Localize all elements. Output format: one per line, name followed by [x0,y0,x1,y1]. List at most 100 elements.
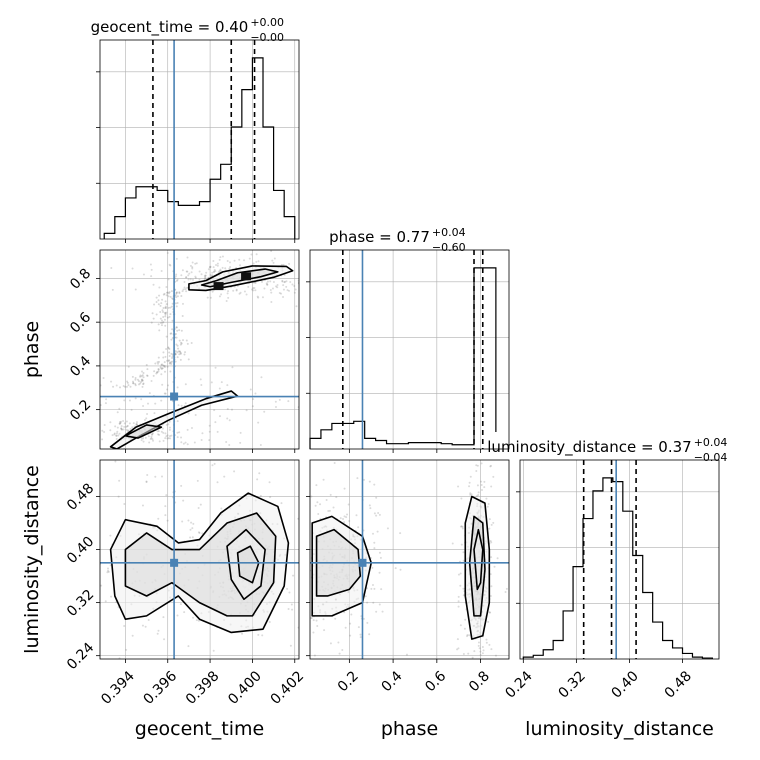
sample-point [470,493,473,496]
sample-point [376,530,379,533]
sample-point [490,523,493,526]
panel-frame [309,459,510,660]
x-tick-label: 0.394 [98,668,138,708]
sample-point [165,347,168,350]
contour [124,424,163,439]
sample-point [174,302,177,305]
sample-point [322,478,325,481]
sample-point [206,296,209,299]
sample-point [187,278,190,281]
sample-point [205,271,208,274]
sample-point [162,616,165,619]
sample-point [132,422,135,425]
sample-point [245,293,248,296]
sample-point [161,383,164,386]
sample-point [129,427,132,430]
sample-point [182,442,185,445]
y-tick-label: 0.4 [67,353,94,380]
sample-point [175,291,178,294]
sample-point [118,479,121,482]
sample-point [226,407,229,410]
sample-point [293,285,296,288]
sample-point [167,437,170,440]
sample-point [466,635,469,638]
sample-point [126,429,129,432]
sample-point [271,287,274,290]
sample-point [344,626,347,629]
sample-point [184,457,186,459]
sample-point [189,528,192,531]
sample-point [274,400,277,403]
sample-point [167,359,170,362]
sample-point [355,514,358,517]
sample-point [316,501,319,504]
x-tick-label: 0.6 [422,668,449,695]
sample-point [104,402,107,405]
sample-point [190,271,193,274]
sample-point [162,316,165,319]
sample-point [120,425,123,428]
sample-point [122,384,125,387]
sample-point [184,383,187,386]
sample-point [208,424,211,427]
sample-point [480,489,483,492]
sample-point [378,603,381,606]
histogram-panel-phase: phase = 0.77 +0.04 −0.60 [306,226,510,453]
sample-point [169,370,172,373]
sample-point [179,343,182,346]
sample-point [170,434,173,437]
sample-point [212,260,215,263]
y-tick-label: 0.48 [64,481,97,514]
sample-point [178,292,181,295]
sample-point [379,556,382,559]
sample-point [176,386,179,389]
sample-point [177,404,180,407]
sample-point [150,321,153,324]
sample-point [251,405,254,408]
sample-point [326,702,328,704]
sample-point [187,274,190,277]
sample-point [484,692,486,694]
sample-point [197,619,200,622]
sample-point [375,610,378,613]
sample-point [235,289,238,292]
sample-point [476,484,479,487]
sample-point [349,634,352,637]
x-tick-label: 0.32 [556,668,589,701]
sample-point [370,587,373,590]
sample-point [211,290,214,293]
sample-point [174,360,177,363]
sample-point [193,441,196,444]
sample-point [186,270,189,273]
panel-content [100,250,313,449]
sample-point [484,451,486,453]
sample-point [62,591,64,593]
sample-point [373,547,376,550]
sample-point [169,361,172,364]
sample-point [174,350,177,353]
sample-point [183,286,186,289]
sample-point [142,383,145,386]
sample-point [151,432,154,435]
sample-point [335,496,338,499]
sample-point [368,504,371,507]
sample-point [460,543,463,546]
sample-point [311,265,313,267]
sample-point [342,517,345,520]
sample-point [359,636,362,639]
y-axis-label-luminosity_distance: luminosity_distance [21,465,43,654]
sample-point [207,268,210,271]
sample-point [211,271,214,274]
sample-point [211,274,214,277]
sample-point [481,646,484,649]
sample-point [140,375,143,378]
sample-point [296,571,298,573]
sample-point [380,588,383,591]
sample-point [115,384,118,387]
sample-point [480,484,483,487]
sample-point [53,573,55,575]
sample-point [176,344,179,347]
sample-point [312,504,314,506]
sample-point [165,311,168,314]
y-tick-label: 0.8 [67,266,94,293]
